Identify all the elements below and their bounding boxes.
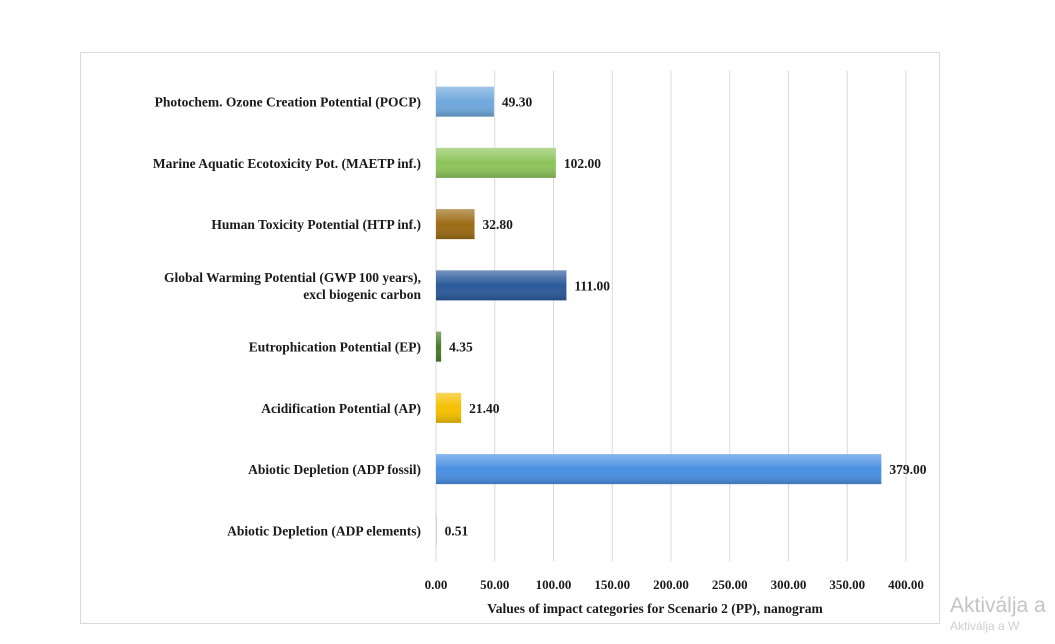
bar-shading: [436, 147, 556, 178]
x-axis-title: Values of impact categories for Scenario…: [487, 601, 823, 616]
x-tick-label: 200.00: [653, 577, 689, 592]
x-tick-label: 300.00: [771, 577, 807, 592]
x-tick-label: 350.00: [829, 577, 865, 592]
bar-shading: [436, 209, 475, 240]
bar-shading: [436, 331, 442, 362]
x-tick-label: 250.00: [712, 577, 748, 592]
category-label: Global Warming Potential (GWP 100 years)…: [164, 270, 421, 285]
x-tick-label: 50.00: [480, 577, 509, 592]
bar-chart: 0.00 50.00 100.00 150.00 200.00 250.00 300.00 3…: [153, 71, 927, 616]
data-label: 49.30: [502, 95, 533, 110]
category-label: Acidification Potential (AP): [261, 401, 421, 416]
data-label: 379.00: [889, 462, 926, 477]
data-label: 102.00: [564, 156, 601, 171]
data-label: 21.40: [469, 401, 500, 416]
bar: [436, 515, 437, 546]
windows-activation-watermark: Aktiválja a Aktiválja a W: [950, 594, 1046, 634]
category-label: Human Toxicity Potential (HTP inf.): [211, 217, 421, 232]
category-label: Abiotic Depletion (ADP fossil): [248, 462, 421, 477]
x-tick-label: 0.00: [425, 577, 448, 592]
data-label: 0.51: [445, 523, 469, 538]
grid-lines: [435, 71, 907, 561]
chart-frame: 0.00 50.00 100.00 150.00 200.00 250.00 300.00 3…: [80, 52, 940, 624]
data-label: 32.80: [483, 217, 514, 232]
category-label: excl biogenic carbon: [303, 287, 421, 302]
category-label: Eutrophication Potential (EP): [249, 340, 421, 355]
data-label: 4.35: [449, 340, 473, 355]
watermark-line-1: Aktiválja a: [950, 594, 1046, 617]
category-label: Photochem. Ozone Creation Potential (POC…: [155, 95, 421, 110]
labels: 0.00 50.00 100.00 150.00 200.00 250.00 300.00 3…: [153, 95, 927, 592]
x-tick-label: 150.00: [594, 577, 630, 592]
data-label: 111.00: [574, 278, 610, 293]
category-label: Marine Aquatic Ecotoxicity Pot. (MAETP i…: [153, 156, 421, 171]
bar-shading: [436, 454, 882, 485]
bar-shading: [436, 270, 567, 301]
watermark-line-2: Aktiválja a W: [950, 619, 1020, 633]
bar-shading: [436, 86, 494, 117]
bar-shading: [436, 392, 462, 423]
x-tick-label: 400.00: [888, 577, 924, 592]
category-label: Abiotic Depletion (ADP elements): [227, 523, 421, 538]
x-tick-label: 100.00: [536, 577, 572, 592]
bars: [436, 86, 882, 546]
